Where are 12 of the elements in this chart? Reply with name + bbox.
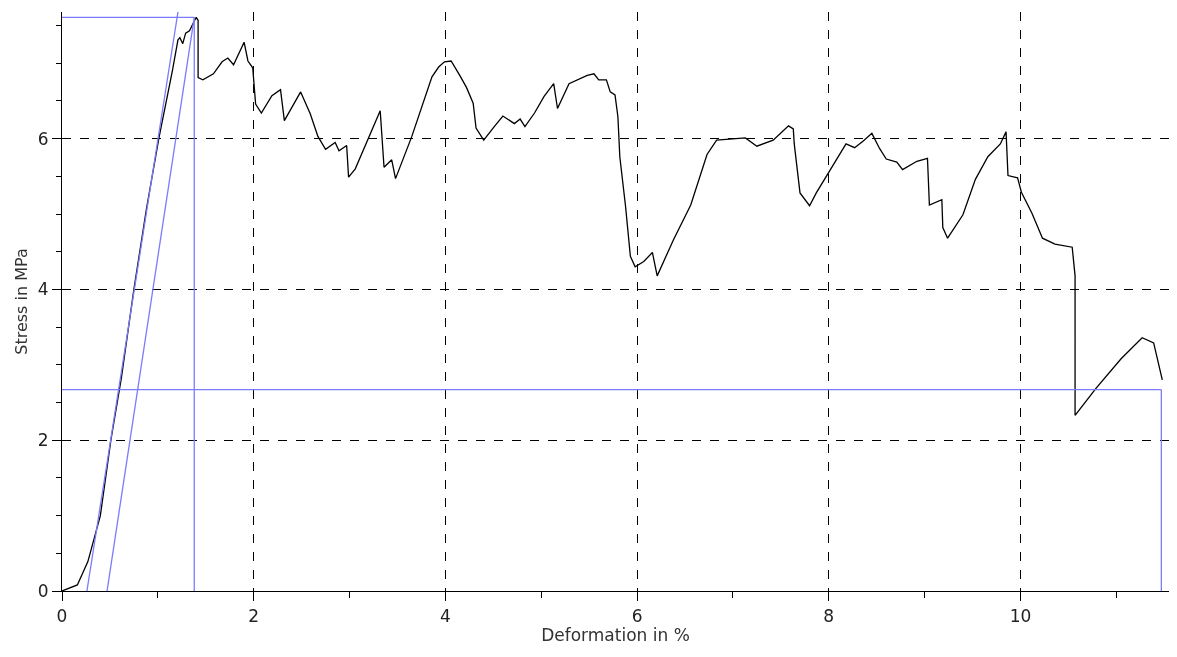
y-axis-title: Stress in MPa (11, 248, 31, 355)
y-tick-label: 0 (37, 580, 49, 601)
x-tick-label: 0 (56, 605, 68, 626)
x-tick-label: 10 (1009, 605, 1032, 626)
x-tick-label: 6 (631, 605, 643, 626)
y-tick-label: 4 (37, 279, 49, 300)
x-tick-label: 2 (248, 605, 260, 626)
y-tick-label: 6 (37, 128, 49, 149)
y-tick-label: 2 (37, 430, 49, 451)
x-axis-title: Deformation in % (541, 625, 690, 646)
x-tick-label: 4 (439, 605, 451, 626)
x-tick-label: 8 (823, 605, 835, 626)
